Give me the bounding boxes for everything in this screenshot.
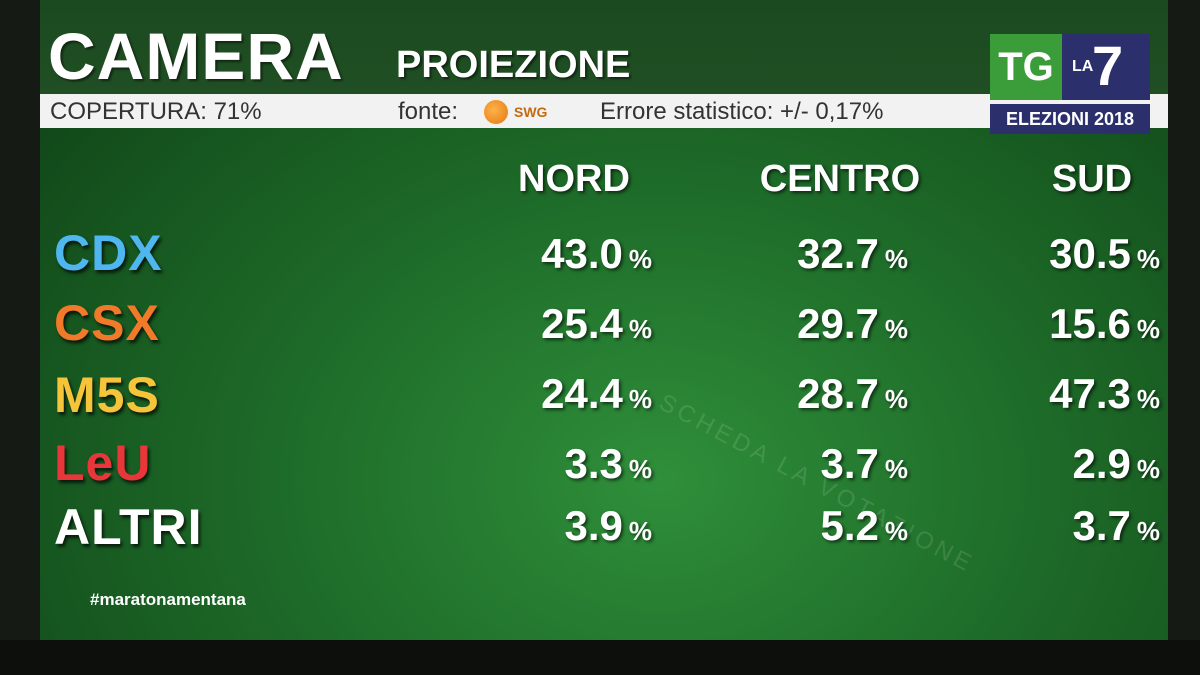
broadcast-screen: CAMERA PROIEZIONE COPERTURA: 71% fonte: …: [40, 0, 1168, 640]
column-header-nord: NORD: [518, 158, 630, 200]
value-csx-centro: 29.7%: [797, 300, 908, 347]
party-label-altri: ALTRI: [54, 499, 203, 555]
logo-seven: 7: [1092, 34, 1124, 97]
value-m5s-centro: 28.7%: [797, 370, 908, 417]
value-cdx-nord: 43.0%: [541, 230, 652, 277]
logo-edition: ELEZIONI 2018: [990, 104, 1150, 134]
page-subtitle: PROIEZIONE: [396, 44, 631, 86]
logo-tg: TG: [990, 34, 1062, 100]
value-altri-nord: 3.9%: [564, 502, 652, 549]
value-leu-centro: 3.7%: [820, 440, 908, 487]
column-header-sud: SUD: [1051, 158, 1133, 200]
value-csx-sud: 15.6%: [1049, 300, 1160, 347]
value-altri-centro: 5.2%: [820, 502, 908, 549]
source-label: fonte:: [398, 98, 459, 125]
tv-bezel: [0, 640, 1200, 675]
value-leu-sud: 2.9%: [1072, 440, 1160, 487]
info-bar: [40, 94, 1168, 128]
header-band: [40, 0, 1168, 94]
tg-la7-logo: TG LA 7 ELEZIONI 2018: [990, 34, 1150, 134]
coverage-label: COPERTURA: 71%: [50, 98, 262, 125]
column-header-centro: CENTRO: [759, 158, 921, 200]
value-cdx-sud: 30.5%: [1049, 230, 1160, 277]
page-title: CAMERA: [48, 19, 344, 93]
logo-la: LA: [1072, 58, 1094, 75]
value-altri-sud: 3.7%: [1072, 502, 1160, 549]
source-brand: SWG: [514, 104, 548, 120]
value-m5s-sud: 47.3%: [1049, 370, 1160, 417]
statistical-error: Errore statistico: +/- 0,17%: [600, 98, 884, 125]
party-label-csx: CSX: [54, 295, 160, 351]
party-label-leu: LeU: [54, 435, 152, 491]
value-csx-nord: 25.4%: [541, 300, 652, 347]
value-cdx-centro: 32.7%: [797, 230, 908, 277]
value-leu-nord: 3.3%: [564, 440, 652, 487]
value-m5s-nord: 24.4%: [541, 370, 652, 417]
logo-la7: LA 7: [1062, 34, 1150, 100]
party-label-m5s: M5S: [54, 367, 160, 423]
swg-logo-icon: [484, 100, 508, 124]
party-label-cdx: CDX: [54, 225, 163, 281]
hashtag: #maratonamentana: [90, 590, 246, 609]
